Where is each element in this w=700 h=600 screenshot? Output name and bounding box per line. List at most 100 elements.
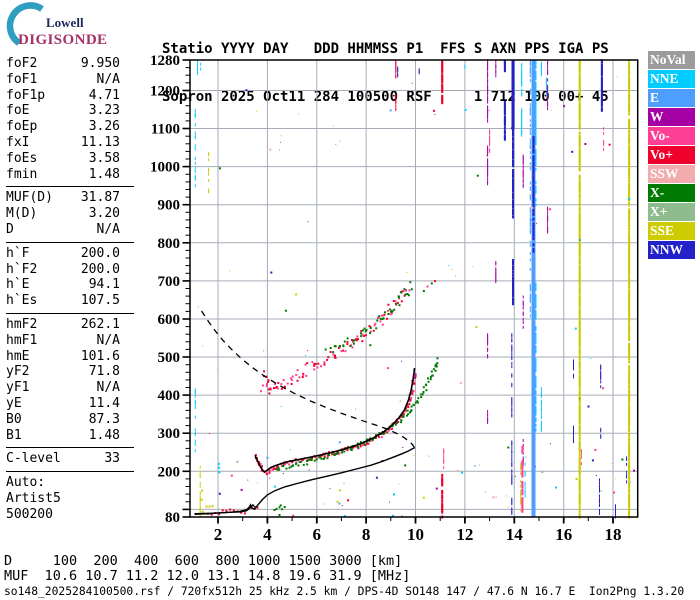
param-row: foF2 9.950 — [6, 56, 120, 72]
file-info-line: so148_2025284100500.rsf / 720fx512h 25 k… — [4, 585, 685, 598]
legend-item-label: SSW — [650, 166, 679, 181]
legend-item-NNE: NNE — [648, 70, 695, 88]
noise-specks — [202, 63, 635, 517]
svg-text:14: 14 — [506, 525, 524, 544]
panel-separator — [6, 447, 134, 449]
param-value: 1.48 — [88, 166, 120, 182]
param-value: N/A — [96, 221, 120, 237]
param-value: N/A — [96, 380, 120, 396]
topside-profile-dashed — [197, 306, 416, 449]
param-label: h`Es — [6, 293, 38, 309]
param-value: N/A — [96, 332, 120, 348]
param-row: Auto: — [6, 475, 120, 491]
param-row: yE 11.4 — [6, 396, 120, 412]
lowell-digisonde-logo: Lowell DIGISONDE — [6, 2, 107, 48]
param-value: 9.950 — [80, 56, 120, 71]
svg-text:80: 80 — [165, 510, 180, 526]
legend-item-X-: X- — [648, 184, 695, 202]
header-block: Statio YYYY DAY DDD HHMMSS P1 FFS S AXN … — [162, 9, 609, 137]
svg-text:900: 900 — [158, 198, 181, 214]
param-label: hmF2 — [6, 316, 38, 332]
param-value: 71.8 — [88, 364, 120, 380]
param-label: fmin — [6, 166, 38, 182]
muf-values-row: MUF 10.6 10.7 11.2 12.0 13.1 14.8 19.6 3… — [4, 568, 411, 584]
legend-item-Vo-: Vo- — [648, 127, 695, 145]
svg-text:12: 12 — [456, 525, 473, 544]
param-value: 262.1 — [80, 316, 120, 332]
svg-text:18: 18 — [605, 525, 622, 544]
param-label: h`F — [6, 245, 30, 261]
svg-text:500: 500 — [158, 350, 181, 366]
legend-item-SSE: SSE — [648, 222, 695, 240]
param-value: 107.5 — [80, 293, 120, 309]
panel-separator — [6, 312, 134, 314]
svg-text:1000: 1000 — [150, 160, 180, 176]
legend-item-label: NNW — [650, 242, 683, 257]
svg-text:1200: 1200 — [150, 84, 180, 100]
param-row: D N/A — [6, 222, 120, 238]
param-label: B0 — [6, 411, 22, 427]
svg-text:2: 2 — [214, 525, 223, 544]
muf-distance-row: D 100 200 400 600 800 1000 1500 3000 [km… — [4, 553, 403, 569]
param-row: foE 3.23 — [6, 103, 120, 119]
param-value: 3.58 — [88, 150, 120, 166]
param-label: Artist5 — [6, 490, 61, 506]
param-label: yF2 — [6, 364, 30, 380]
legend-item-SSW: SSW — [648, 165, 695, 183]
logo-top-text: Lowell — [46, 15, 84, 30]
param-label: Auto: — [6, 475, 46, 491]
scaled-parameters-panel: foF2 9.950 foF1 N/A foF1p 4.71 foE 3.23 foEp 3.26… — [6, 56, 136, 523]
param-row: hmE 101.6 — [6, 349, 120, 365]
echo-data-points — [200, 280, 439, 518]
legend-item-label: SSE — [650, 223, 675, 238]
param-value: 31.87 — [80, 190, 120, 206]
param-row: C-level 33 — [6, 451, 120, 467]
param-label: MUF(D) — [6, 190, 53, 206]
legend-item-W: W — [648, 108, 695, 126]
param-row: B1 1.48 — [6, 428, 120, 444]
legend-item-E: E — [648, 89, 695, 107]
param-value: 3.23 — [88, 103, 120, 119]
param-label: C-level — [6, 451, 61, 467]
param-value: 94.1 — [88, 277, 120, 293]
trace-curves — [194, 306, 416, 515]
param-row: fmin 1.48 — [6, 167, 120, 183]
legend-item-label: Vo+ — [650, 147, 673, 162]
svg-text:400: 400 — [158, 388, 181, 404]
legend-item-label: NoVal — [650, 52, 686, 67]
param-label: hmE — [6, 348, 30, 364]
svg-text:300: 300 — [158, 426, 181, 442]
svg-text:4: 4 — [263, 525, 272, 544]
param-label: h`F2 — [6, 261, 38, 277]
grid-lines — [190, 60, 638, 517]
param-label: foF1p — [6, 87, 46, 103]
param-row: fxI 11.13 — [6, 135, 120, 151]
param-row: hmF1 N/A — [6, 333, 120, 349]
legend-item-label: W — [650, 109, 664, 124]
param-value: 200.0 — [80, 245, 120, 261]
svg-text:700: 700 — [158, 274, 181, 290]
rfi-streaks — [194, 59, 631, 519]
legend-item-label: E — [650, 90, 660, 105]
param-value: 4.71 — [88, 87, 120, 103]
param-row: foEp 3.26 — [6, 119, 120, 135]
param-label: fxI — [6, 134, 30, 150]
legend-item-label: X+ — [650, 204, 668, 219]
plot-frame: 1280120011001000900800700600500400300200… — [150, 53, 639, 544]
f-trace-model — [254, 368, 416, 474]
legend-item-NNW: NNW — [648, 241, 695, 259]
param-label: h`E — [6, 277, 30, 293]
param-label: yF1 — [6, 380, 30, 396]
param-value: 1.48 — [88, 427, 120, 443]
param-label: foEp — [6, 119, 38, 135]
param-row: h`F2 200.0 — [6, 262, 120, 278]
param-row: Artist5 — [6, 491, 120, 507]
param-value: 87.3 — [88, 411, 120, 427]
param-label: foE — [6, 103, 30, 119]
header-line2: Sopron 2025 Oct11 284 100500 RSF 1 712 1… — [162, 89, 609, 105]
panel-separator — [6, 241, 134, 243]
svg-text:10: 10 — [407, 525, 424, 544]
param-value: 200.0 — [80, 261, 120, 277]
param-value: 33 — [104, 451, 120, 467]
param-row: yF2 71.8 — [6, 364, 120, 380]
